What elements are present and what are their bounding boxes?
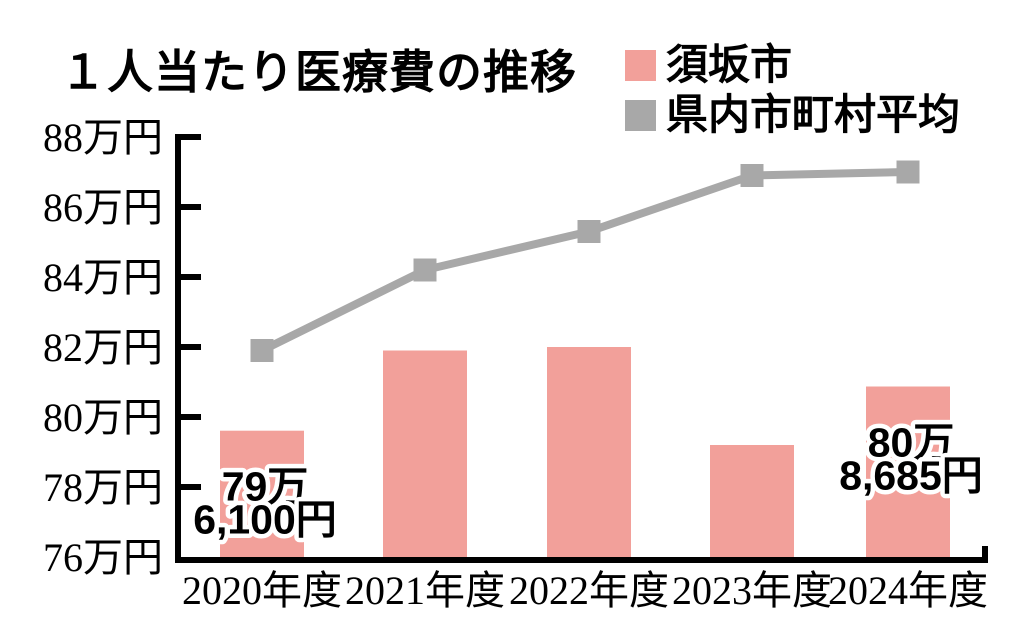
ylabel-86: 86万円 xyxy=(43,185,163,230)
marker-2022年度 xyxy=(577,220,601,243)
legend: 須坂市 県内市町村平均 xyxy=(625,44,960,136)
xlabel-2021年度: 2021年度 xyxy=(345,568,505,613)
legend-line-swatch-icon xyxy=(625,99,656,131)
marker-2021年度 xyxy=(413,258,437,282)
xlabel-2023年度: 2023年度 xyxy=(672,568,832,613)
bar-2024年度 xyxy=(866,386,950,560)
bar-2020年度 xyxy=(220,430,304,560)
ylabel-80: 80万円 xyxy=(43,395,163,440)
line-prefecture-average xyxy=(260,168,909,355)
annotation-2024年度: 80万 8,685円 xyxy=(839,420,983,499)
legend-label-prefecture-average: 県内市町村平均 xyxy=(666,91,961,138)
ylabel-82: 82万円 xyxy=(43,325,163,370)
annotation-2020年度: 79万 6,100円 xyxy=(193,464,337,543)
xlabel-2020年度: 2020年度 xyxy=(182,568,342,613)
legend-bar-swatch-icon xyxy=(625,49,656,81)
marker-2023年度 xyxy=(740,164,764,187)
xlabel-2022年度: 2022年度 xyxy=(509,568,669,613)
marker-2020年度 xyxy=(250,339,274,362)
bar-2021年度 xyxy=(383,350,467,560)
legend-label-suzaka: 須坂市 xyxy=(666,41,793,88)
bar-2023年度 xyxy=(710,445,794,560)
ylabel-84: 84万円 xyxy=(43,255,163,300)
ylabel-78: 78万円 xyxy=(43,465,163,510)
marker-2024年度 xyxy=(896,160,920,184)
bar-2022年度 xyxy=(547,347,631,560)
ylabel-76: 76万円 xyxy=(43,535,163,580)
ylabel-88: 88万円 xyxy=(43,115,163,160)
xlabel-2024年度: 2024年度 xyxy=(828,568,988,613)
legend-item-prefecture-average: 県内市町村平均 xyxy=(625,94,960,136)
legend-item-suzaka: 須坂市 xyxy=(625,44,960,86)
chart-title: １人当たり医療費の推移 xyxy=(60,46,577,98)
